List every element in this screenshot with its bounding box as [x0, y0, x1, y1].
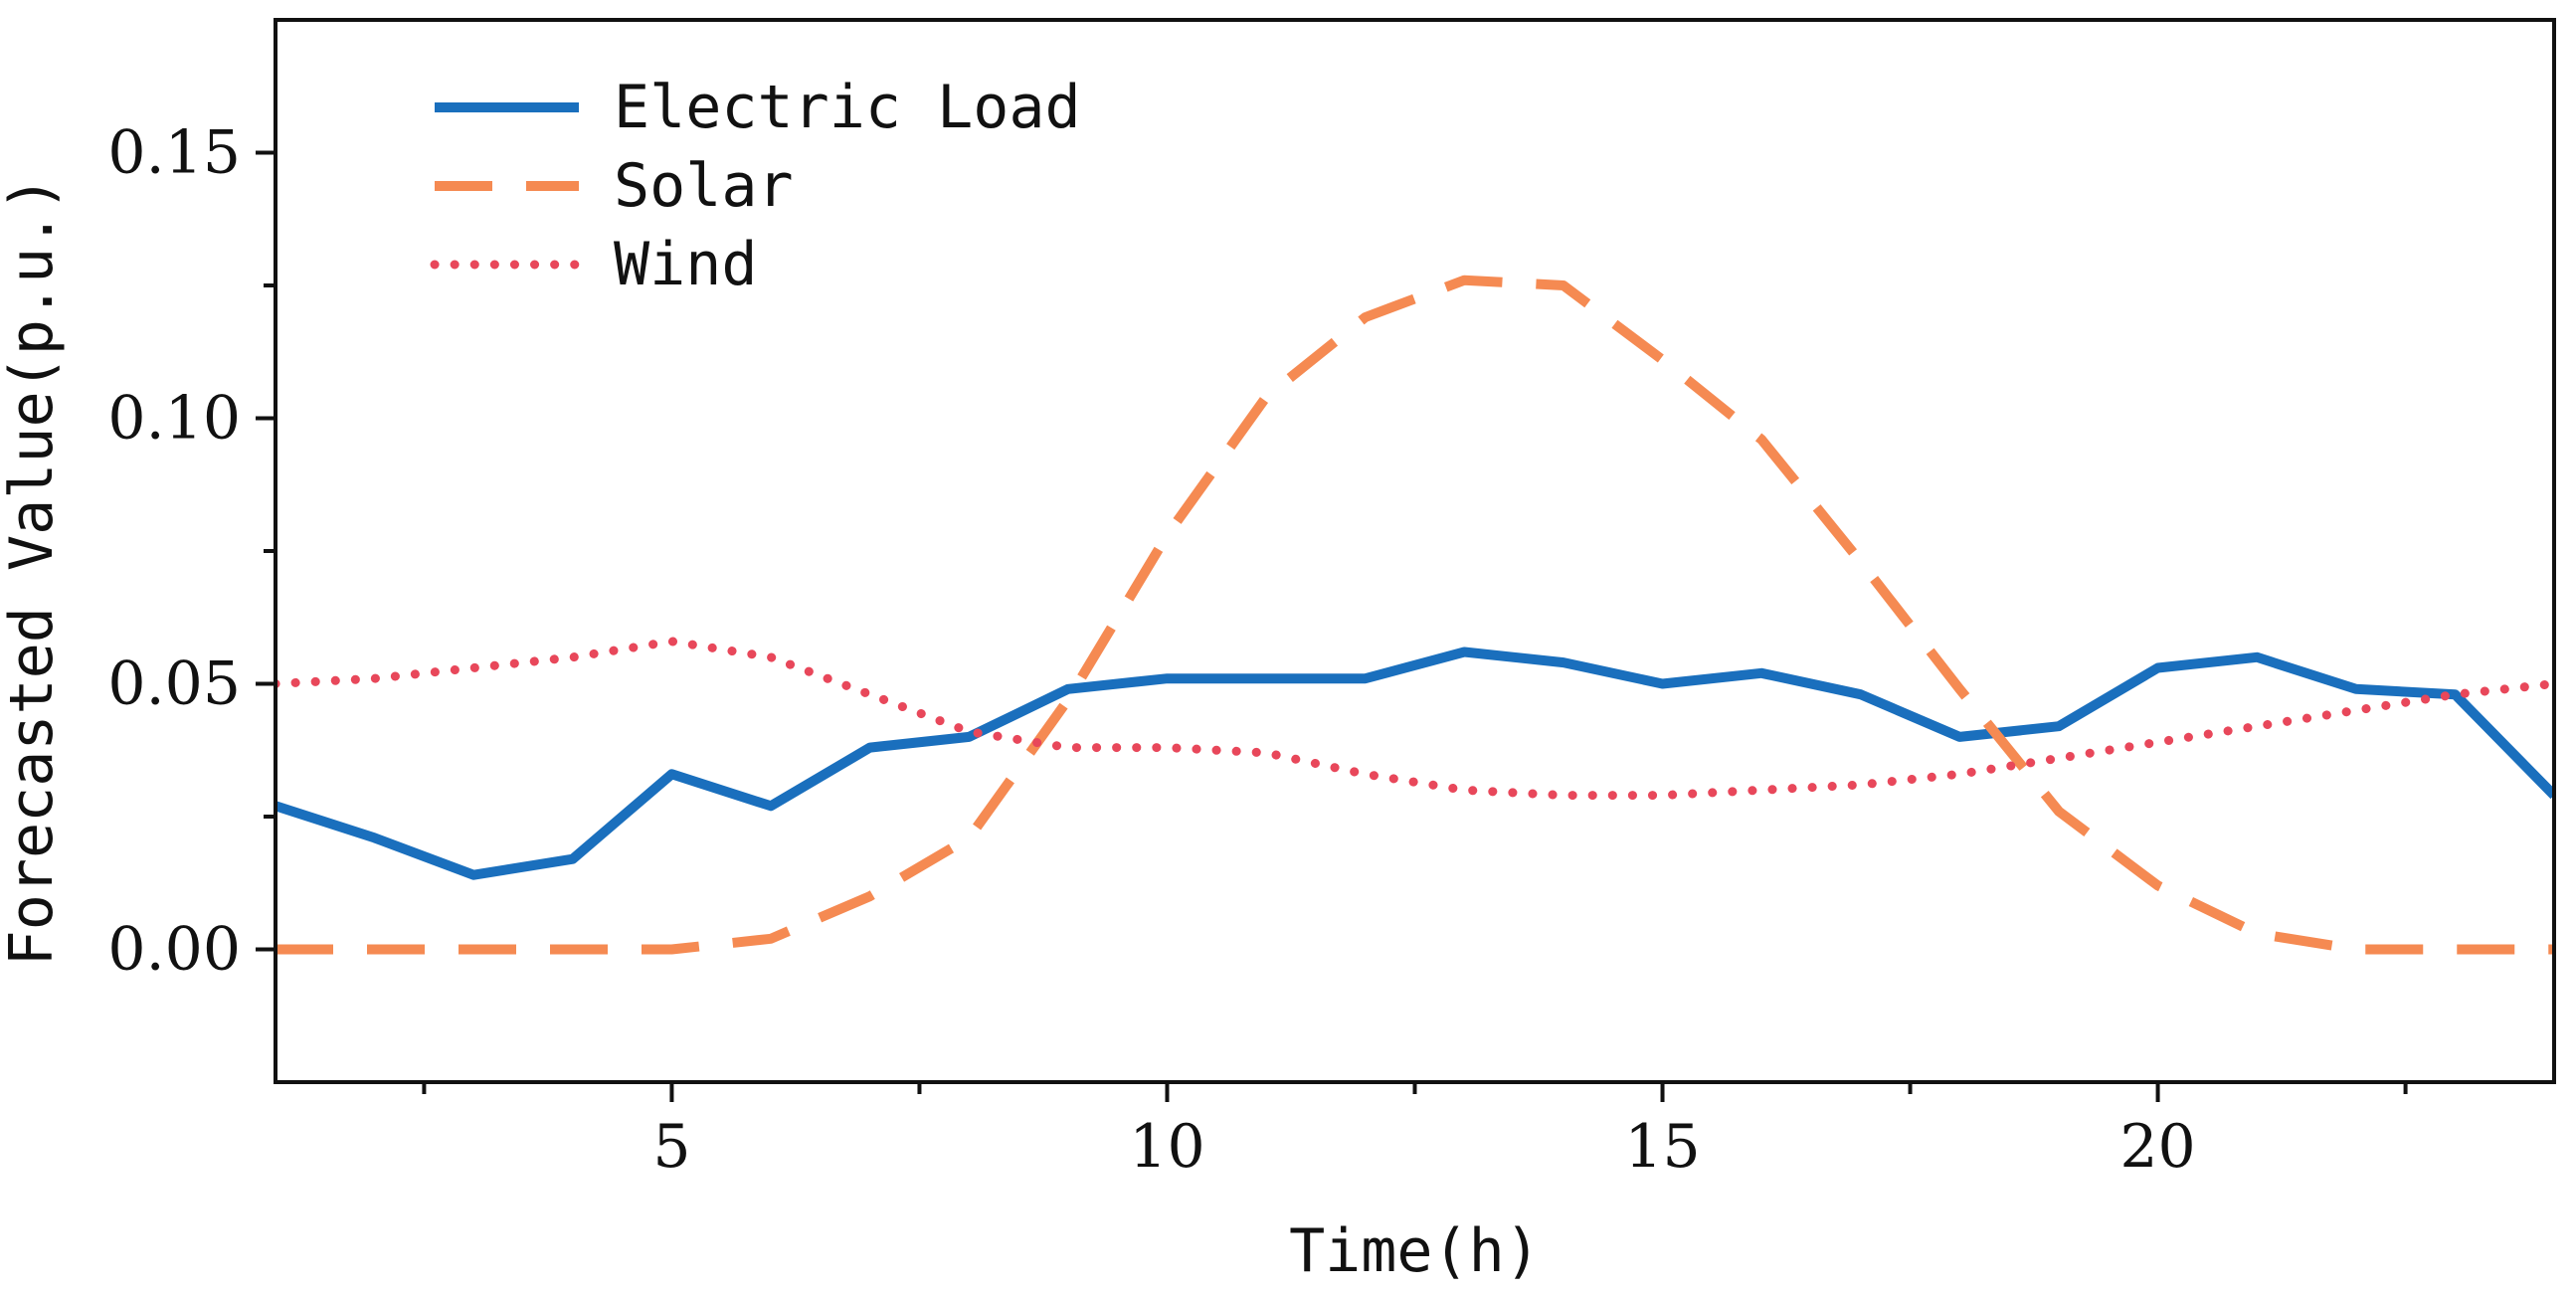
x-tick-label: 15 — [1624, 1112, 1700, 1182]
legend-label: Wind — [614, 230, 758, 299]
series-line-wind — [276, 637, 2554, 801]
series-line-solar — [276, 275, 2554, 955]
y-tick-label: 0.15 — [107, 118, 241, 188]
y-tick-label: 0.10 — [107, 384, 241, 454]
legend: Electric Load Solar Wind — [430, 73, 1081, 299]
x-tick-label: 10 — [1129, 1112, 1204, 1182]
x-tick-label: 5 — [652, 1112, 690, 1182]
axis-layer: 5 10 15 20 0.00 0.05 0.10 0.15 — [107, 118, 2408, 1182]
x-axis-title: Time(h) — [1289, 1216, 1541, 1286]
series-line-electric-load — [276, 647, 2554, 880]
y-tick-label: 0.05 — [107, 649, 241, 719]
legend-label: Solar — [614, 151, 794, 221]
y-axis-title: Forecasted Value(p.u.) — [0, 176, 67, 967]
y-tick-label: 0.00 — [107, 915, 241, 985]
x-tick-label: 20 — [2119, 1112, 2195, 1182]
legend-label: Electric Load — [614, 73, 1081, 142]
series-layer — [276, 275, 2554, 955]
